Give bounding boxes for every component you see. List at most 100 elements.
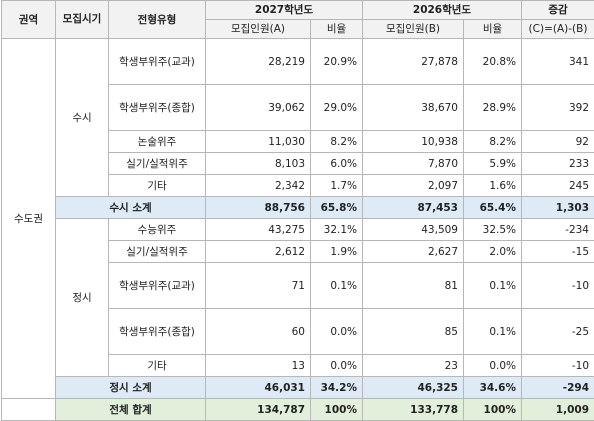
period-header: 모집시기 (56, 1, 109, 39)
type-cell: 학생부위주(교과) (109, 39, 206, 85)
ratio-a-cell: 1.7% (311, 175, 363, 197)
change-formula-header: (C)=(A)-(B) (522, 20, 594, 39)
ratio-b-cell: 32.5% (464, 219, 522, 241)
ratio-a-cell: 20.9% (311, 39, 363, 85)
recruit-a-cell: 134,787 (206, 399, 311, 421)
ratio-b-cell: 28.9% (464, 85, 522, 131)
ratio-a-header: 비율 (311, 20, 363, 39)
total-region-spacer (2, 399, 56, 421)
total-label: 전체 합계 (56, 399, 206, 421)
recruit-a-cell: 43,275 (206, 219, 311, 241)
type-cell: 기타 (109, 175, 206, 197)
ratio-a-cell: 65.8% (311, 197, 363, 219)
change-cell: -15 (522, 241, 594, 263)
recruit-a-cell: 11,030 (206, 131, 311, 153)
recruit-a-cell: 60 (206, 309, 311, 355)
table-row: 정시 수능위주 43,275 32.1% 43,509 32.5% -234 (2, 219, 594, 241)
ratio-b-cell: 100% (464, 399, 522, 421)
type-cell: 학생부위주(종합) (109, 309, 206, 355)
recruit-b-cell: 7,870 (363, 153, 464, 175)
type-cell: 실기/실적위주 (109, 241, 206, 263)
header-row-1: 권역 모집시기 전형유형 2027학년도 2026학년도 증감 (2, 1, 594, 20)
ratio-b-cell: 2.0% (464, 241, 522, 263)
year-b-header: 2026학년도 (363, 1, 522, 20)
change-cell: -25 (522, 309, 594, 355)
recruit-b-cell: 27,878 (363, 39, 464, 85)
subtotal-label: 정시 소계 (56, 377, 206, 399)
change-cell: 1,303 (522, 197, 594, 219)
recruit-a-cell: 71 (206, 263, 311, 309)
ratio-a-cell: 29.0% (311, 85, 363, 131)
table-row: 수도권 수시 학생부위주(교과) 28,219 20.9% 27,878 20.… (2, 39, 594, 85)
recruit-b-cell: 10,938 (363, 131, 464, 153)
recruit-b-cell: 38,670 (363, 85, 464, 131)
recruit-b-cell: 2,097 (363, 175, 464, 197)
recruit-a-cell: 8,103 (206, 153, 311, 175)
change-cell: 1,009 (522, 399, 594, 421)
recruit-b-cell: 85 (363, 309, 464, 355)
recruit-a-cell: 28,219 (206, 39, 311, 85)
ratio-a-cell: 34.2% (311, 377, 363, 399)
region-header: 권역 (2, 1, 56, 39)
recruit-b-cell: 43,509 (363, 219, 464, 241)
change-cell: -10 (522, 263, 594, 309)
ratio-b-cell: 0.1% (464, 309, 522, 355)
ratio-a-cell: 32.1% (311, 219, 363, 241)
year-a-header: 2027학년도 (206, 1, 363, 20)
ratio-b-header: 비율 (464, 20, 522, 39)
ratio-b-cell: 0.1% (464, 263, 522, 309)
recruit-a-cell: 13 (206, 355, 311, 377)
ratio-b-cell: 0.0% (464, 355, 522, 377)
ratio-a-cell: 8.2% (311, 131, 363, 153)
recruit-b-cell: 2,627 (363, 241, 464, 263)
recruit-b-header: 모집인원(B) (363, 20, 464, 39)
change-cell: 92 (522, 131, 594, 153)
ratio-a-cell: 6.0% (311, 153, 363, 175)
period-jeongsi-cell: 정시 (56, 219, 109, 377)
type-cell: 학생부위주(교과) (109, 263, 206, 309)
type-header: 전형유형 (109, 1, 206, 39)
recruit-b-cell: 133,778 (363, 399, 464, 421)
recruit-a-header: 모집인원(A) (206, 20, 311, 39)
recruit-a-cell: 2,342 (206, 175, 311, 197)
recruit-b-cell: 87,453 (363, 197, 464, 219)
recruit-a-cell: 2,612 (206, 241, 311, 263)
ratio-a-cell: 0.1% (311, 263, 363, 309)
ratio-b-cell: 34.6% (464, 377, 522, 399)
change-cell: -10 (522, 355, 594, 377)
jeongsi-subtotal-row: 정시 소계 46,031 34.2% 46,325 34.6% -294 (2, 377, 594, 399)
period-susi-cell: 수시 (56, 39, 109, 197)
change-cell: -234 (522, 219, 594, 241)
recruit-b-cell: 81 (363, 263, 464, 309)
ratio-b-cell: 20.8% (464, 39, 522, 85)
susi-subtotal-row: 수시 소계 88,756 65.8% 87,453 65.4% 1,303 (2, 197, 594, 219)
type-cell: 수능위주 (109, 219, 206, 241)
change-cell: -294 (522, 377, 594, 399)
change-cell: 341 (522, 39, 594, 85)
type-cell: 기타 (109, 355, 206, 377)
type-cell: 실기/실적위주 (109, 153, 206, 175)
recruit-a-cell: 46,031 (206, 377, 311, 399)
change-cell: 392 (522, 85, 594, 131)
ratio-b-cell: 1.6% (464, 175, 522, 197)
type-cell: 논술위주 (109, 131, 206, 153)
type-cell: 학생부위주(종합) (109, 85, 206, 131)
recruit-b-cell: 46,325 (363, 377, 464, 399)
subtotal-label: 수시 소계 (56, 197, 206, 219)
ratio-b-cell: 8.2% (464, 131, 522, 153)
ratio-a-cell: 0.0% (311, 355, 363, 377)
change-cell: 233 (522, 153, 594, 175)
change-cell: 245 (522, 175, 594, 197)
ratio-a-cell: 100% (311, 399, 363, 421)
region-cell: 수도권 (2, 39, 56, 399)
change-header: 증감 (522, 1, 594, 20)
ratio-b-cell: 65.4% (464, 197, 522, 219)
total-row: 전체 합계 134,787 100% 133,778 100% 1,009 (2, 399, 594, 421)
recruit-a-cell: 88,756 (206, 197, 311, 219)
recruit-a-cell: 39,062 (206, 85, 311, 131)
ratio-b-cell: 5.9% (464, 153, 522, 175)
recruit-b-cell: 23 (363, 355, 464, 377)
ratio-a-cell: 0.0% (311, 309, 363, 355)
ratio-a-cell: 1.9% (311, 241, 363, 263)
